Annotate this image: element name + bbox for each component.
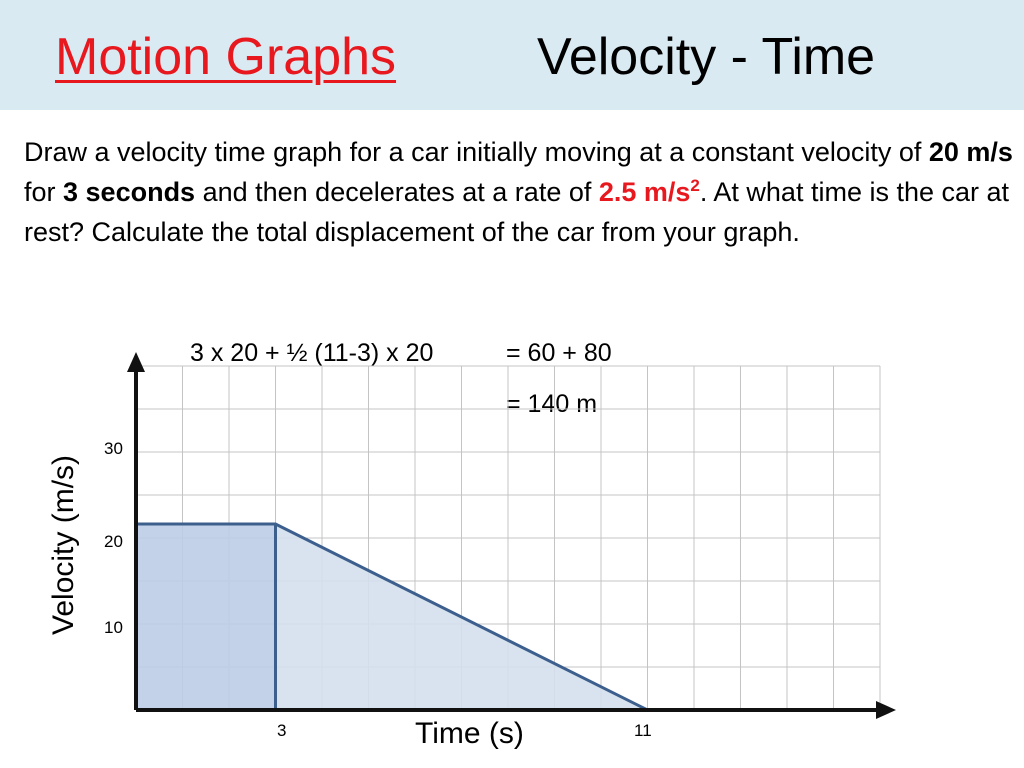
problem-text-2: for (24, 177, 64, 207)
problem-text-3: and then decelerates at a rate of (195, 177, 599, 207)
problem-velocity: 20 m/s (928, 137, 1013, 167)
working-line-3: = 140 m (506, 390, 598, 418)
x-tick-label-3: 3 (277, 721, 287, 740)
x-axis-arrowhead (876, 701, 896, 719)
x-tick-label-11: 11 (634, 721, 652, 740)
working-line-1: 3 x 20 + ½ (11-3) x 20 (190, 339, 434, 367)
y-tick-label-10: 10 (104, 618, 123, 637)
problem-text-1: Draw a velocity time graph for a car ini… (24, 137, 929, 167)
working-line-2: = 60 + 80 (506, 339, 612, 367)
title-bar: Motion Graphs Velocity - Time (0, 0, 1024, 110)
shaded-rectangle-area (136, 524, 276, 710)
problem-text-4: . At what time is the car at rest? Calcu… (24, 177, 1010, 247)
problem-statement: Draw a velocity time graph for a car ini… (24, 132, 1014, 252)
y-axis-arrowhead (127, 352, 145, 372)
chart-shading (136, 524, 648, 710)
x-axis-label: Time (s) (415, 717, 524, 750)
chart-axes (127, 352, 896, 719)
problem-duration: 3 seconds (63, 177, 196, 207)
slide-title: Motion Graphs (55, 28, 397, 86)
y-tick-label-30: 30 (104, 439, 123, 458)
y-tick-label-20: 20 (104, 532, 123, 551)
problem-rate: 2.5 m/s2 (598, 176, 700, 207)
slide-subtitle: Velocity - Time (537, 28, 876, 86)
y-axis-label: Velocity (m/s) (47, 454, 80, 636)
problem-rate-exponent: 2 (690, 176, 700, 195)
problem-rate-value: 2.5 m/s (598, 177, 691, 207)
